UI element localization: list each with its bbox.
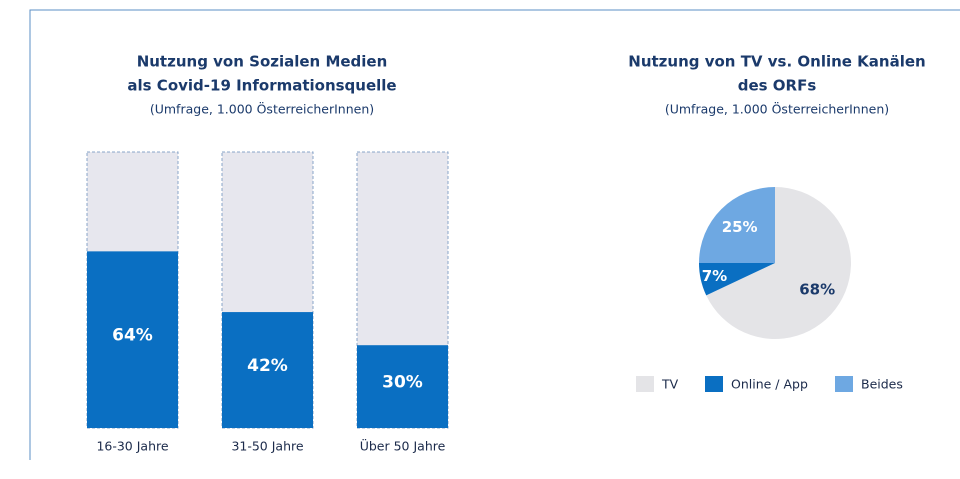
pie-slice	[706, 187, 851, 339]
chart-title: Nutzung von Sozialen Medien	[137, 53, 388, 71]
data-label: 68%	[799, 280, 835, 298]
legend-label: Online / App	[731, 377, 808, 392]
legend-label: Beides	[861, 377, 903, 392]
legend-swatch	[705, 376, 723, 392]
x-tick-label: 16-30 Jahre	[96, 439, 168, 454]
legend-swatch	[636, 376, 654, 392]
chart-title: des ORFs	[738, 77, 817, 95]
chart-subtitle: (Umfrage, 1.000 ÖsterreicherInnen)	[150, 101, 374, 117]
legend-swatch	[835, 376, 853, 392]
chart-title: Nutzung von TV vs. Online Kanälen	[628, 53, 925, 71]
pie-slice	[699, 263, 775, 296]
bar	[357, 345, 448, 428]
x-tick-label: 31-50 Jahre	[231, 439, 303, 454]
data-label: 30%	[382, 373, 423, 393]
pie-slice	[699, 187, 775, 263]
bar	[87, 251, 178, 428]
data-label: 42%	[247, 356, 288, 376]
x-tick-label: Über 50 Jahre	[360, 438, 446, 454]
bar	[222, 312, 313, 428]
frame	[29, 9, 960, 460]
data-label: 25%	[722, 218, 758, 236]
chart-subtitle: (Umfrage, 1.000 ÖsterreicherInnen)	[665, 101, 889, 117]
legend-label: TV	[661, 377, 679, 392]
data-label: 64%	[112, 326, 153, 346]
chart-title: als Covid-19 Informationsquelle	[127, 77, 396, 95]
data-label: 7%	[702, 267, 727, 285]
